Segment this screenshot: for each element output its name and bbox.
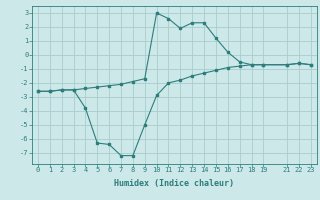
X-axis label: Humidex (Indice chaleur): Humidex (Indice chaleur): [115, 179, 234, 188]
